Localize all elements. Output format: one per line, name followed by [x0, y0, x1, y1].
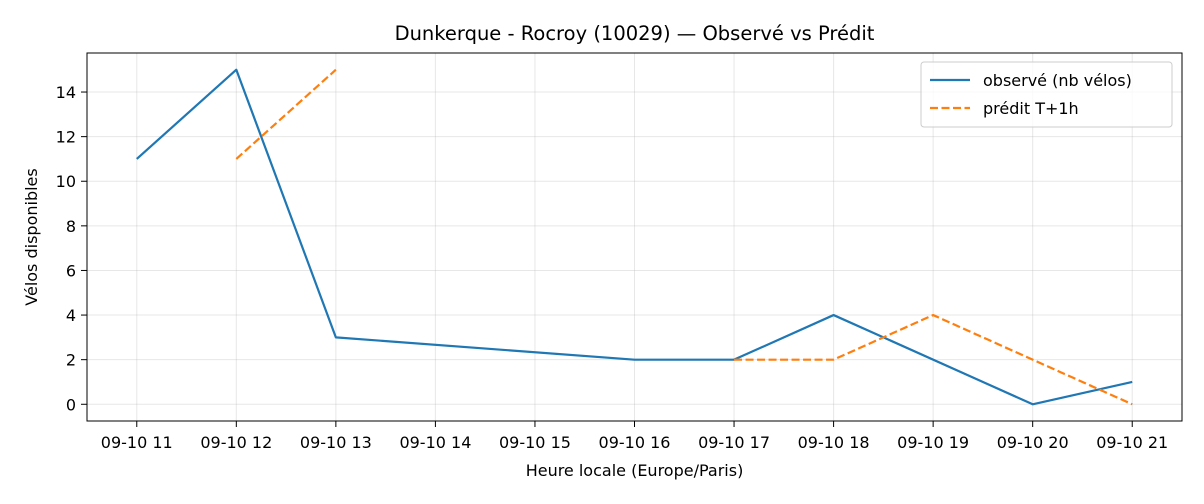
x-axis-label: Heure locale (Europe/Paris)	[526, 461, 744, 480]
legend-box	[920, 61, 1173, 128]
x-tick-label: 09-10 14	[399, 433, 471, 452]
y-tick-label: 6	[66, 261, 76, 280]
axis-ticks: 09-10 11 09-10 12 09-10 13 09-10 14 09-10 15…	[56, 83, 1169, 452]
x-tick-label: 09-10 21	[1096, 433, 1168, 452]
x-tick-label: 09-10 19	[897, 433, 969, 452]
series-line-predit	[734, 313, 1133, 406]
series-line-predit	[235, 68, 337, 160]
x-tick-label: 09-10 20	[997, 433, 1069, 452]
y-tick-label: 0	[66, 395, 76, 414]
x-tick-label: 09-10 18	[798, 433, 870, 452]
y-tick-label: 14	[56, 83, 76, 102]
legend-label-predit: prédit T+1h	[983, 99, 1079, 118]
x-tick-label: 09-10 13	[300, 433, 372, 452]
y-tick-label: 4	[66, 306, 76, 325]
plot-lines	[136, 68, 1133, 406]
y-tick-label: 10	[56, 172, 76, 191]
y-tick-label: 8	[66, 217, 76, 236]
y-axis-label: Vélos disponibles	[22, 168, 41, 305]
legend-label-observe: observé (nb vélos)	[983, 71, 1132, 90]
legend: observé (nb vélos) prédit T+1h	[920, 61, 1173, 128]
series-line-observe	[136, 68, 1133, 406]
y-tick-label: 12	[56, 128, 76, 147]
x-tick-label: 09-10 12	[200, 433, 272, 452]
x-tick-label: 09-10 15	[499, 433, 571, 452]
y-tick-label: 2	[66, 351, 76, 370]
chart-title: Dunkerque - Rocroy (10029) — Observé vs …	[395, 22, 875, 45]
x-tick-label: 09-10 11	[101, 433, 173, 452]
x-tick-label: 09-10 17	[698, 433, 770, 452]
x-tick-label: 09-10 16	[599, 433, 671, 452]
